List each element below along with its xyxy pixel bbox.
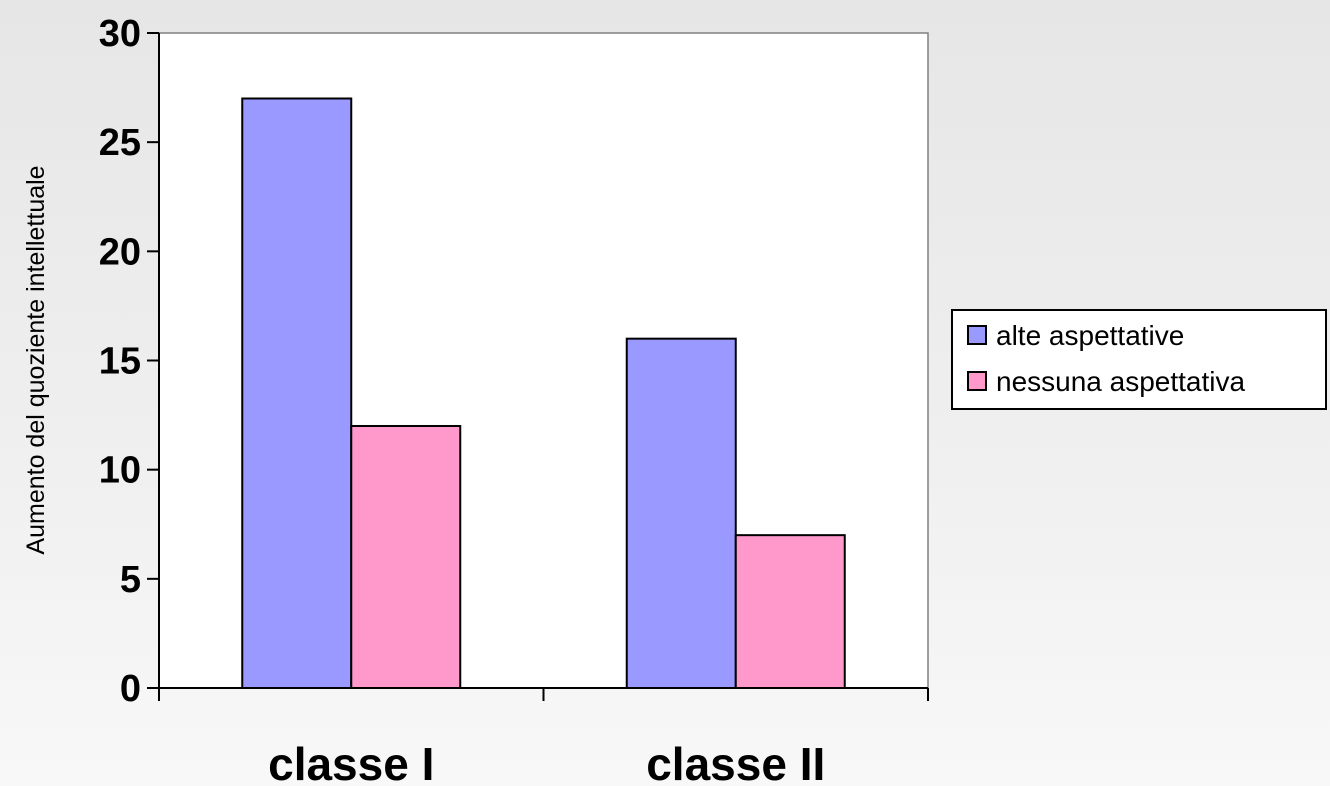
legend-box [951, 309, 1327, 410]
bar [734, 534, 846, 690]
legend-swatch [967, 371, 987, 391]
x-category-label: classe II [646, 738, 825, 786]
x-axis-categories: classe I classe II [158, 688, 929, 786]
y-tick-label: 0 [120, 668, 141, 710]
legend-label: alte aspettative [996, 320, 1184, 351]
bar [241, 97, 353, 689]
y-tick-label: 25 [99, 122, 141, 164]
bar [350, 425, 462, 689]
x-category-label: classe I [268, 738, 434, 786]
y-tick-label: 15 [99, 341, 141, 383]
y-axis-ticks: 0 5 10 15 20 25 30 [99, 13, 159, 710]
bars [241, 97, 846, 690]
y-tick-label: 30 [99, 13, 141, 55]
legend-swatch [967, 325, 987, 345]
legend: alte aspettative nessuna aspettativa [951, 309, 1327, 410]
y-tick-label: 5 [120, 559, 141, 601]
legend-label: nessuna aspettativa [996, 366, 1245, 397]
y-axis-title: Aumento del quoziente intellettuale [22, 165, 50, 554]
y-tick-label: 20 [99, 231, 141, 273]
y-tick-label: 10 [99, 450, 141, 492]
bar [625, 337, 737, 689]
